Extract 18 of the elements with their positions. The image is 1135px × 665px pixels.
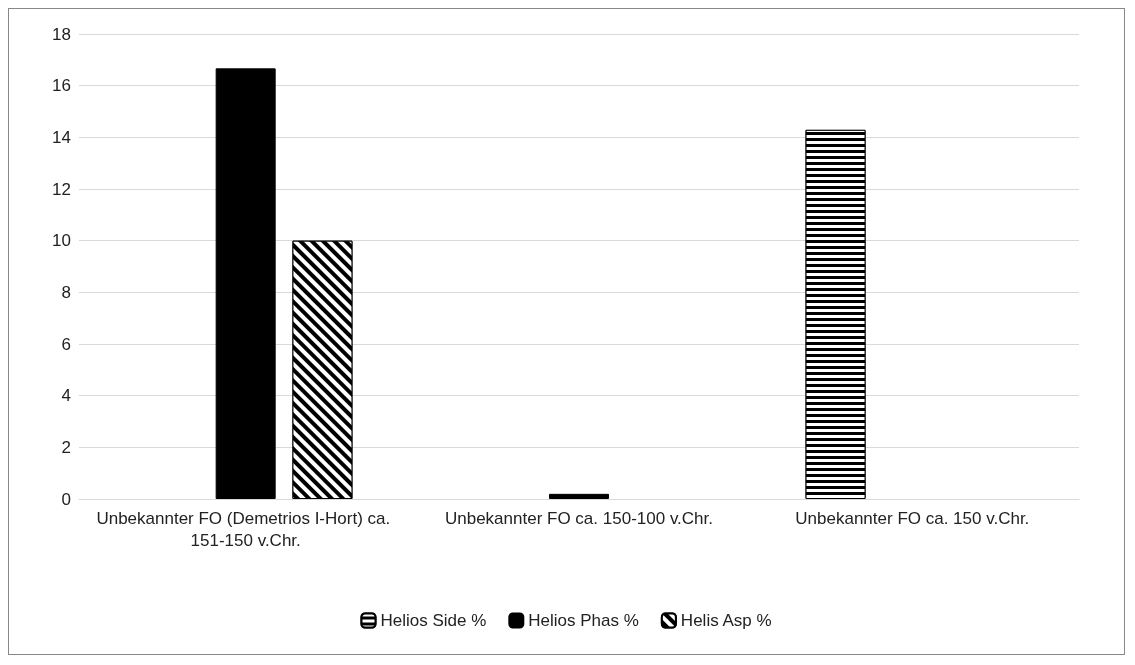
legend-label: Helios Phas %: [528, 611, 639, 630]
y-tick-label: 8: [61, 282, 71, 302]
y-tick-label: 14: [52, 127, 71, 147]
x-tick-label: Unbekannter FO ca. 150-100 v.Chr.: [444, 508, 714, 528]
y-tick-label: 0: [61, 489, 71, 509]
bar: [215, 68, 276, 499]
y-tick-label: 10: [52, 231, 71, 251]
y-tick-label: 4: [61, 386, 71, 406]
y-tick-label: 16: [52, 76, 71, 96]
bar: [549, 493, 609, 499]
y-tick-label: 18: [52, 24, 71, 44]
y-tick-label: 12: [52, 179, 71, 199]
x-tick-label: Unbekannter FO ca. 150 v.Chr.: [795, 508, 1030, 528]
y-tick-label: 6: [61, 334, 71, 354]
x-tick-label: Unbekannter FO (Demetrios I-Hort) ca. 151-150 v.Chr.: [96, 508, 395, 550]
y-tick-label: 2: [61, 437, 71, 457]
legend-label: Helios Side %: [380, 611, 487, 630]
legend-label: Helis Asp %: [680, 611, 772, 630]
